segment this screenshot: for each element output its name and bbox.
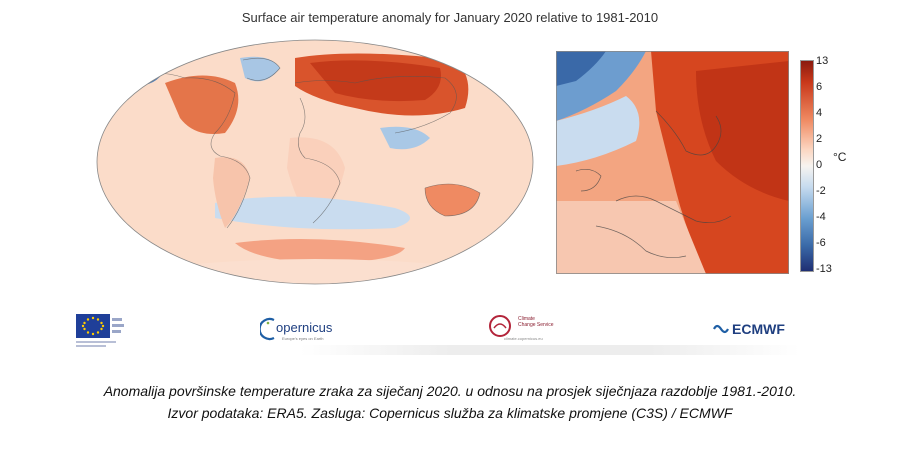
europe-anomaly-map <box>556 51 789 274</box>
figure-caption-line2: Izvor podataka: ERA5. Zasluga: Copernicu… <box>167 405 733 421</box>
colorbar-tick: -2 <box>816 185 826 197</box>
ecmwf-logo: ECMWF <box>712 318 802 340</box>
copernicus-logo: opernicus Europe's eyes on Earth <box>258 314 350 344</box>
colorbar-unit: °C <box>833 150 847 164</box>
colorbar-tick: 6 <box>816 81 823 93</box>
colorbar-tick: 13 <box>816 55 829 67</box>
colorbar <box>800 60 814 272</box>
c3s-url: climate.copernicus.eu <box>504 336 543 341</box>
colorbar-tick: -13 <box>816 263 832 275</box>
c3s-logo: Climate Change Service climate.copernicu… <box>488 310 568 346</box>
figure-caption-line1: Anomalija površinske temperature zraka z… <box>103 383 797 399</box>
logo-row-shadow <box>300 345 800 355</box>
ecmwf-wordmark: ECMWF <box>732 321 785 337</box>
world-anomaly-map <box>96 39 534 285</box>
colorbar-tick: -4 <box>816 211 826 223</box>
map-title: Surface air temperature anomaly for Janu… <box>241 10 659 25</box>
copernicus-wordmark: opernicus <box>276 320 333 335</box>
colorbar-tick: 0 <box>816 159 823 171</box>
colorbar-tick: -6 <box>816 237 826 249</box>
colorbar-tick: 2 <box>816 133 823 145</box>
copernicus-subline: Europe's eyes on Earth <box>282 336 324 341</box>
colorbar-tick: 4 <box>816 107 823 119</box>
ec-logo <box>62 310 128 350</box>
c3s-label-line1: Climate <box>518 316 535 322</box>
c3s-label-line2: Change Service <box>518 322 554 328</box>
